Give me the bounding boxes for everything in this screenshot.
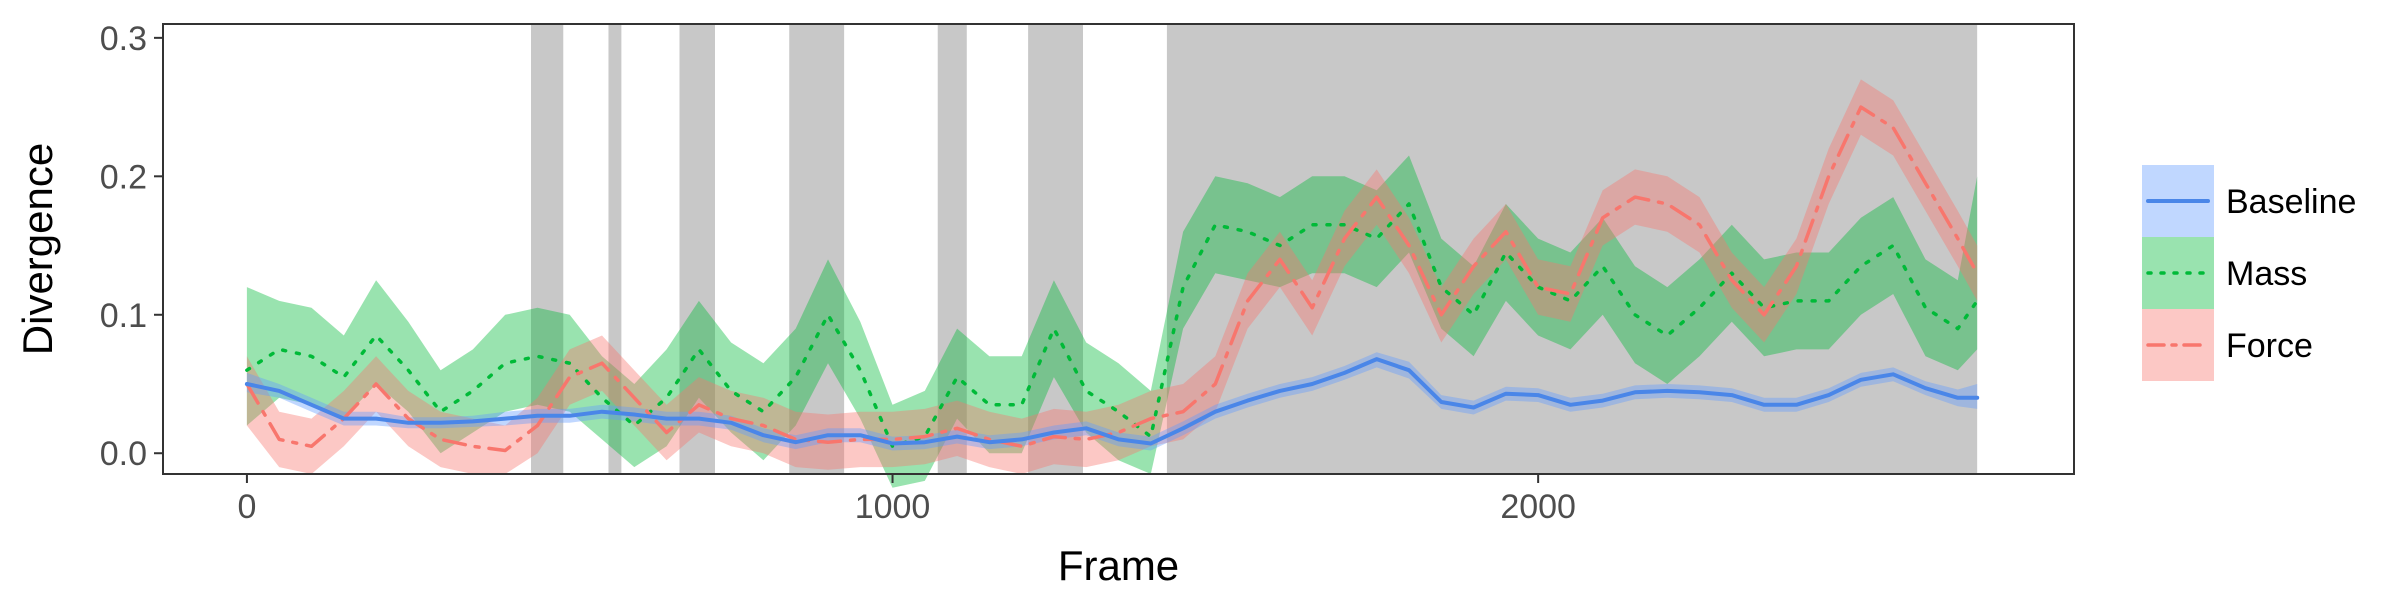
line-force <box>245 105 1979 453</box>
legend-item-mass: Mass <box>2142 237 2307 309</box>
shaded-region-5 <box>937 24 967 474</box>
legend-label-baseline: Baseline <box>2226 183 2356 221</box>
legend: Baseline Mass Force <box>2142 165 2356 381</box>
line-baseline <box>244 357 1980 446</box>
plot-panel-border <box>162 23 2075 475</box>
ribbon-force <box>246 79 1978 475</box>
legend-label-mass: Mass <box>2226 255 2307 293</box>
ribbon-baseline <box>246 352 1978 451</box>
shaded-region-4 <box>789 24 845 474</box>
ribbon-mass <box>246 155 1978 488</box>
legend-item-force: Force <box>2142 309 2313 381</box>
x-axis-title: Frame <box>1058 542 1179 589</box>
shaded-region-3 <box>679 24 715 474</box>
confidence-ribbons <box>246 79 1978 488</box>
legend-item-baseline: Baseline <box>2142 165 2356 237</box>
shaded-region-7 <box>1166 24 1978 474</box>
line-mass <box>245 202 1979 449</box>
x-tick-label: 2000 <box>1500 488 1576 526</box>
shaded-regions <box>530 24 1978 474</box>
x-tick-label: 1000 <box>855 488 931 526</box>
x-tick-label: 0 <box>237 488 256 526</box>
axes: 0 1000 2000 0.0 0.1 0.2 0.3 <box>100 20 1576 526</box>
y-tick-label: 0.3 <box>100 20 147 58</box>
series-lines <box>244 105 1980 453</box>
y-tick-label: 0.0 <box>100 435 147 473</box>
y-axis-title: Divergence <box>14 143 61 355</box>
shaded-region-1 <box>530 24 564 474</box>
legend-label-force: Force <box>2226 327 2313 365</box>
y-tick-label: 0.2 <box>100 158 147 196</box>
shaded-region-2 <box>608 24 622 474</box>
shaded-region-6 <box>1028 24 1083 474</box>
y-tick-label: 0.1 <box>100 297 147 335</box>
